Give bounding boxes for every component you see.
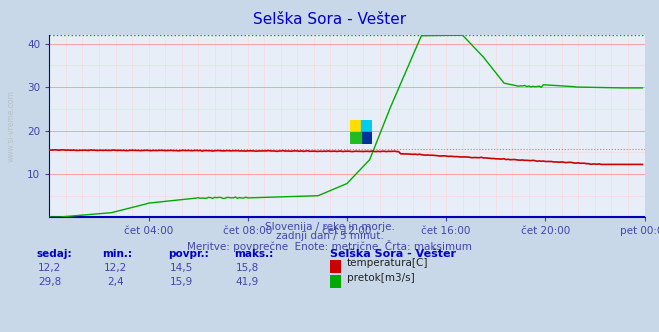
Text: min.:: min.: xyxy=(102,249,132,259)
Text: pretok[m3/s]: pretok[m3/s] xyxy=(347,273,415,283)
Bar xyxy=(361,120,372,132)
Text: Selška Sora - Vešter: Selška Sora - Vešter xyxy=(330,249,455,259)
Bar xyxy=(351,132,361,143)
Text: sedaj:: sedaj: xyxy=(36,249,72,259)
Text: zadnji dan / 5 minut.: zadnji dan / 5 minut. xyxy=(275,231,384,241)
Text: www.si-vreme.com: www.si-vreme.com xyxy=(7,90,16,162)
Text: Slovenija / reke in morje.: Slovenija / reke in morje. xyxy=(264,222,395,232)
Text: 15,9: 15,9 xyxy=(169,277,193,287)
Text: temperatura[C]: temperatura[C] xyxy=(347,258,428,268)
Text: 41,9: 41,9 xyxy=(235,277,259,287)
Bar xyxy=(351,120,361,132)
Bar xyxy=(361,132,372,143)
Text: maks.:: maks.: xyxy=(234,249,273,259)
Text: povpr.:: povpr.: xyxy=(168,249,209,259)
Text: 29,8: 29,8 xyxy=(38,277,61,287)
Text: Selška Sora - Vešter: Selška Sora - Vešter xyxy=(253,12,406,27)
Text: 15,8: 15,8 xyxy=(235,263,259,273)
Text: 14,5: 14,5 xyxy=(169,263,193,273)
Text: 12,2: 12,2 xyxy=(103,263,127,273)
Text: 2,4: 2,4 xyxy=(107,277,124,287)
Text: 12,2: 12,2 xyxy=(38,263,61,273)
Text: Meritve: povprečne  Enote: metrične  Črta: maksimum: Meritve: povprečne Enote: metrične Črta:… xyxy=(187,240,472,252)
